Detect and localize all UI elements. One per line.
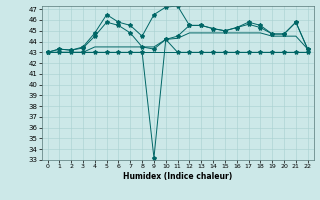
X-axis label: Humidex (Indice chaleur): Humidex (Indice chaleur): [123, 172, 232, 181]
